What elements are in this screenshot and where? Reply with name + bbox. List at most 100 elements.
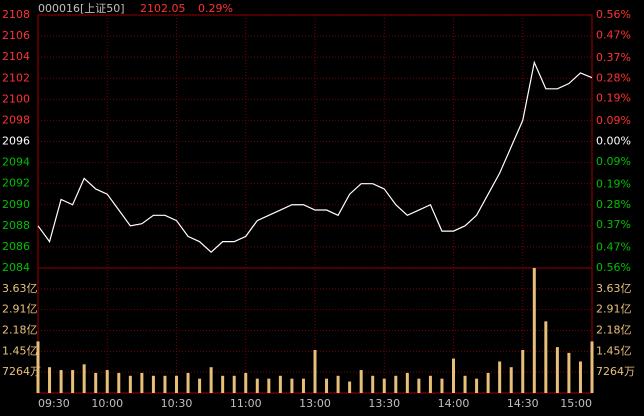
volume-bar [221,375,225,393]
y-tick-label: 2090 [2,198,30,211]
x-tick-label: 14:00 [438,397,470,410]
volume-bar [255,378,259,393]
volume-bar [244,372,248,393]
y-tick-label: 2092 [2,177,30,190]
y-tick-label: 2100 [2,92,30,105]
volume-bar [567,352,571,393]
last-price: 2102.05 [140,2,186,15]
volume-bar [232,375,236,393]
volume-bar [359,370,363,393]
y-tick-label: 2102 [2,71,30,84]
volume-bar [325,378,329,393]
x-tick-label: 10:30 [161,397,193,410]
volume-bar [128,375,132,393]
y2-tick-label: 0.09% [596,114,631,127]
volume-bar [175,375,178,393]
volume-bar [105,370,109,393]
volume-bar [590,341,594,393]
volume-bar [348,381,352,393]
volume-bar [509,367,513,393]
x-tick-label: 13:30 [368,397,400,410]
volume-bar [382,378,386,393]
volume-bar [151,375,155,393]
volume-bar [186,372,190,393]
volume-bar [544,321,548,393]
x-tick-label: 14:30 [507,397,539,410]
last-change: 0.29% [198,2,233,15]
y-tick-label: 2098 [2,113,30,126]
x-tick-label: 13:00 [299,397,331,410]
vol-tick-label: 7264万 [2,365,41,378]
y-tick-label: 2096 [2,135,30,148]
volume-bar [117,372,121,393]
volume-bar [36,341,40,393]
volume-bar [94,372,98,393]
volume-bar [71,370,75,393]
y2-tick-label: 0.28% [596,71,631,84]
volume-bar [290,378,294,393]
y-tick-label: 2086 [2,240,30,253]
vol-tick-label-right: 2.18亿 [596,324,632,337]
volume-bar [163,375,167,393]
volume-bar [440,378,444,393]
volume-bar [463,375,467,393]
vol-tick-label-right: 3.63亿 [596,282,632,295]
volume-bar [301,378,305,393]
y2-tick-label: 0.37% [596,51,631,64]
volume-bar [475,378,479,393]
vol-tick-label-right: 1.45亿 [596,344,632,357]
volume-bar [486,372,490,393]
y2-tick-label: 0.28% [596,198,631,211]
y2-tick-label: 0.00% [596,135,631,148]
volume-bar [82,364,86,393]
volume-bar [209,367,213,393]
y-tick-label: 2106 [2,29,30,42]
y-tick-label: 2088 [2,219,30,232]
volume-bar [555,347,559,393]
x-tick-label: 11:00 [230,397,262,410]
vol-tick-label-right: 2.91亿 [596,303,632,316]
chart-title: 000016[上证50] [38,2,125,15]
x-tick-label: 15:00 [560,397,592,410]
volume-bar [498,361,502,393]
volume-bar [428,375,432,393]
volume-bar [405,372,409,393]
volume-bar [336,375,340,393]
vol-tick-label: 2.91亿 [2,303,38,316]
vol-tick-label-right: 7264万 [596,365,635,378]
y2-tick-label: 0.47% [596,28,631,41]
vol-tick-label: 1.45亿 [2,344,38,357]
y2-tick-label: 0.56% [596,8,631,21]
volume-bar [267,378,271,393]
volume-bar [140,372,144,393]
price-line [37,60,593,254]
volume-bar [48,367,52,393]
volume-bar [371,375,375,393]
y2-tick-label: 0.37% [596,218,631,231]
vol-tick-label: 2.18亿 [2,324,38,337]
y-tick-label: 2108 [2,8,30,21]
volume-bar [394,375,398,393]
y-tick-label: 2094 [2,156,30,169]
y2-tick-label: 0.56% [596,261,631,274]
y2-tick-label: 0.09% [596,155,631,168]
volume-bar [278,375,282,393]
volume-bar [521,349,525,393]
x-tick-label: 09:30 [38,397,70,410]
vol-tick-label: 3.63亿 [2,282,38,295]
y-tick-label: 2084 [2,261,30,274]
volume-bar [59,370,63,393]
x-tick-label: 10:00 [91,397,123,410]
volume-bar [417,378,421,393]
y2-tick-label: 0.47% [596,241,631,254]
volume-bar [452,358,455,393]
y-tick-label: 2104 [2,50,30,63]
y2-tick-label: 0.19% [596,177,631,190]
volume-bar [313,349,317,393]
y2-tick-label: 0.19% [596,92,631,105]
volume-bar [532,268,536,393]
volume-bar [578,361,582,393]
volume-bar [198,378,202,393]
